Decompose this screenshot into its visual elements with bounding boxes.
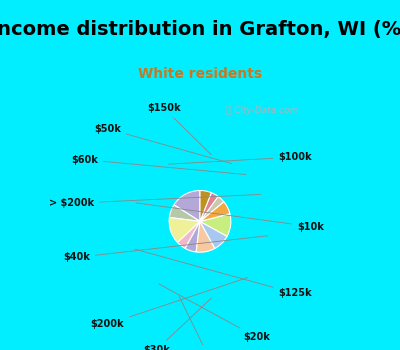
Text: White residents: White residents bbox=[138, 67, 262, 81]
Text: $75k: $75k bbox=[179, 296, 221, 350]
Text: $10k: $10k bbox=[136, 203, 324, 231]
Text: $100k: $100k bbox=[168, 152, 312, 164]
Wedge shape bbox=[200, 221, 227, 248]
Wedge shape bbox=[200, 214, 231, 236]
Text: $200k: $200k bbox=[90, 278, 248, 329]
Text: Income distribution in Grafton, WI (%): Income distribution in Grafton, WI (%) bbox=[0, 20, 400, 39]
Wedge shape bbox=[200, 190, 211, 221]
Wedge shape bbox=[200, 202, 230, 221]
Text: $125k: $125k bbox=[135, 249, 312, 299]
Wedge shape bbox=[196, 221, 215, 252]
Wedge shape bbox=[169, 217, 200, 243]
Wedge shape bbox=[178, 221, 200, 248]
Wedge shape bbox=[200, 193, 218, 221]
Wedge shape bbox=[200, 196, 224, 221]
Text: $30k: $30k bbox=[143, 298, 211, 350]
Text: $20k: $20k bbox=[159, 284, 270, 342]
Wedge shape bbox=[174, 190, 200, 221]
Text: $150k: $150k bbox=[147, 103, 211, 155]
Wedge shape bbox=[169, 205, 200, 221]
Wedge shape bbox=[185, 221, 200, 252]
Text: $50k: $50k bbox=[94, 124, 232, 163]
Text: $40k: $40k bbox=[63, 236, 268, 262]
Text: ⓘ City-Data.com: ⓘ City-Data.com bbox=[226, 106, 298, 115]
Text: $60k: $60k bbox=[71, 155, 246, 175]
Text: > $200k: > $200k bbox=[49, 194, 260, 208]
